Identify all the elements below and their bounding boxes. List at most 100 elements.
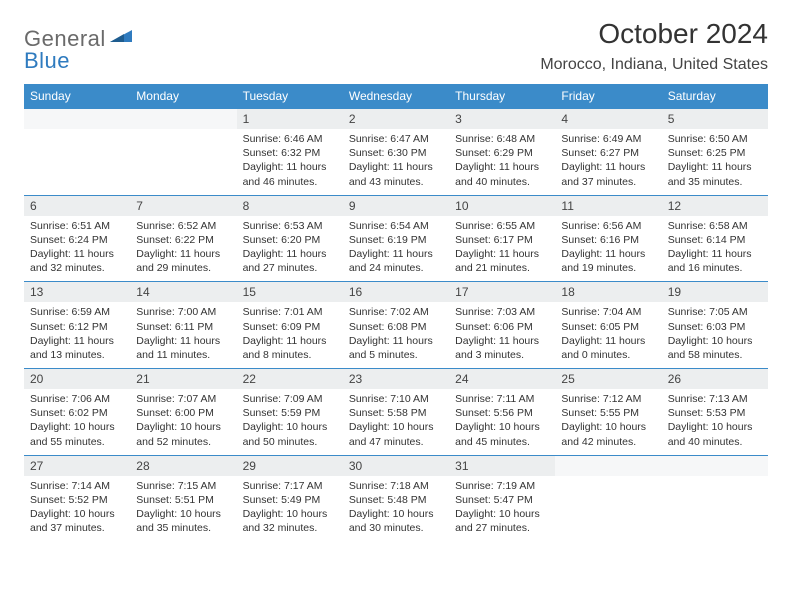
day-number [662,456,768,476]
weekday-tuesday: Tuesday [237,84,343,108]
day-body: Sunrise: 7:06 AMSunset: 6:02 PMDaylight:… [24,389,130,455]
sunset-label: Sunset: [243,147,282,159]
daylight-line-1: Daylight: 11 hours [136,334,230,348]
brand-triangle-icon [110,28,132,44]
sunset-value: 5:52 PM [69,494,108,506]
sunset-label: Sunset: [349,321,388,333]
sunset-label: Sunset: [455,321,494,333]
sunrise-line: Sunrise: 7:13 AM [668,392,762,406]
daylight-line-2: and 13 minutes. [30,348,124,362]
weekday-saturday: Saturday [662,84,768,108]
sunset-value: 6:27 PM [600,147,639,159]
day-number: 13 [24,282,130,302]
day-body: Sunrise: 7:19 AMSunset: 5:47 PMDaylight:… [449,476,555,542]
daylight-line-2: and 19 minutes. [561,261,655,275]
day-number: 2 [343,109,449,129]
day-body: Sunrise: 6:51 AMSunset: 6:24 PMDaylight:… [24,216,130,282]
location: Morocco, Indiana, United States [540,56,768,74]
sunset-value: 6:25 PM [706,147,745,159]
sunrise-label: Sunrise: [668,393,709,405]
day-number: 22 [237,369,343,389]
day-number: 11 [555,196,661,216]
daylight-line-1: Daylight: 10 hours [561,420,655,434]
sunset-label: Sunset: [668,234,707,246]
sunrise-label: Sunrise: [243,306,284,318]
sunset-line: Sunset: 6:11 PM [136,320,230,334]
calendar-day: 15Sunrise: 7:01 AMSunset: 6:09 PMDayligh… [237,282,343,368]
day-body: Sunrise: 7:12 AMSunset: 5:55 PMDaylight:… [555,389,661,455]
calendar-day: 26Sunrise: 7:13 AMSunset: 5:53 PMDayligh… [662,369,768,455]
calendar-day: 13Sunrise: 6:59 AMSunset: 6:12 PMDayligh… [24,282,130,368]
calendar-day: 18Sunrise: 7:04 AMSunset: 6:05 PMDayligh… [555,282,661,368]
sunrise-label: Sunrise: [30,393,71,405]
sunrise-label: Sunrise: [136,393,177,405]
daylight-line-2: and 27 minutes. [243,261,337,275]
sunset-line: Sunset: 6:20 PM [243,233,337,247]
daylight-line-1: Daylight: 11 hours [668,160,762,174]
day-number: 12 [662,196,768,216]
daylight-line-1: Daylight: 10 hours [243,507,337,521]
day-body: Sunrise: 7:14 AMSunset: 5:52 PMDaylight:… [24,476,130,542]
calendar-day: 14Sunrise: 7:00 AMSunset: 6:11 PMDayligh… [130,282,236,368]
calendar-day: 1Sunrise: 6:46 AMSunset: 6:32 PMDaylight… [237,109,343,195]
sunrise-line: Sunrise: 7:14 AM [30,479,124,493]
day-body: Sunrise: 7:02 AMSunset: 6:08 PMDaylight:… [343,302,449,368]
sunrise-label: Sunrise: [349,306,390,318]
sunrise-line: Sunrise: 7:06 AM [30,392,124,406]
day-body: Sunrise: 6:59 AMSunset: 6:12 PMDaylight:… [24,302,130,368]
day-body: Sunrise: 6:52 AMSunset: 6:22 PMDaylight:… [130,216,236,282]
sunset-label: Sunset: [668,147,707,159]
calendar-day: 19Sunrise: 7:05 AMSunset: 6:03 PMDayligh… [662,282,768,368]
sunrise-line: Sunrise: 7:04 AM [561,305,655,319]
sunrise-label: Sunrise: [349,480,390,492]
daylight-line-2: and 52 minutes. [136,435,230,449]
daylight-line-2: and 46 minutes. [243,175,337,189]
sunrise-line: Sunrise: 6:50 AM [668,132,762,146]
sunrise-value: 6:56 AM [603,220,642,232]
sunrise-line: Sunrise: 7:11 AM [455,392,549,406]
calendar-week: 27Sunrise: 7:14 AMSunset: 5:52 PMDayligh… [24,455,768,542]
calendar-day: 28Sunrise: 7:15 AMSunset: 5:51 PMDayligh… [130,456,236,542]
sunset-line: Sunset: 5:58 PM [349,406,443,420]
day-body: Sunrise: 6:55 AMSunset: 6:17 PMDaylight:… [449,216,555,282]
daylight-line-1: Daylight: 11 hours [349,247,443,261]
sunrise-value: 7:11 AM [497,393,535,405]
calendar-day: 22Sunrise: 7:09 AMSunset: 5:59 PMDayligh… [237,369,343,455]
sunset-label: Sunset: [30,407,69,419]
daylight-line-2: and 50 minutes. [243,435,337,449]
brand-blue: Blue [24,48,70,73]
day-body: Sunrise: 7:11 AMSunset: 5:56 PMDaylight:… [449,389,555,455]
sunrise-value: 6:54 AM [390,220,429,232]
day-body: Sunrise: 6:53 AMSunset: 6:20 PMDaylight:… [237,216,343,282]
daylight-line-1: Daylight: 10 hours [455,507,549,521]
sunrise-label: Sunrise: [455,306,496,318]
daylight-line-2: and 3 minutes. [455,348,549,362]
sunrise-line: Sunrise: 6:55 AM [455,219,549,233]
sunset-value: 6:19 PM [387,234,426,246]
daylight-line-1: Daylight: 11 hours [561,160,655,174]
day-number: 14 [130,282,236,302]
sunrise-label: Sunrise: [668,133,709,145]
calendar-day: 3Sunrise: 6:48 AMSunset: 6:29 PMDaylight… [449,109,555,195]
day-number: 25 [555,369,661,389]
sunrise-value: 6:58 AM [709,220,748,232]
sunset-label: Sunset: [243,494,282,506]
brand-blue-wrap: Blue [24,48,70,74]
day-number: 19 [662,282,768,302]
daylight-line-1: Daylight: 10 hours [30,507,124,521]
sunset-label: Sunset: [243,407,282,419]
sunset-line: Sunset: 5:56 PM [455,406,549,420]
day-body: Sunrise: 7:03 AMSunset: 6:06 PMDaylight:… [449,302,555,368]
sunset-line: Sunset: 6:29 PM [455,146,549,160]
sunrise-label: Sunrise: [136,306,177,318]
day-number: 21 [130,369,236,389]
daylight-line-1: Daylight: 10 hours [136,507,230,521]
sunrise-value: 7:02 AM [390,306,429,318]
sunset-label: Sunset: [30,494,69,506]
day-number: 4 [555,109,661,129]
day-body: Sunrise: 7:10 AMSunset: 5:58 PMDaylight:… [343,389,449,455]
page-title: October 2024 [540,18,768,50]
daylight-line-2: and 21 minutes. [455,261,549,275]
day-body: Sunrise: 7:17 AMSunset: 5:49 PMDaylight:… [237,476,343,542]
sunset-label: Sunset: [243,321,282,333]
